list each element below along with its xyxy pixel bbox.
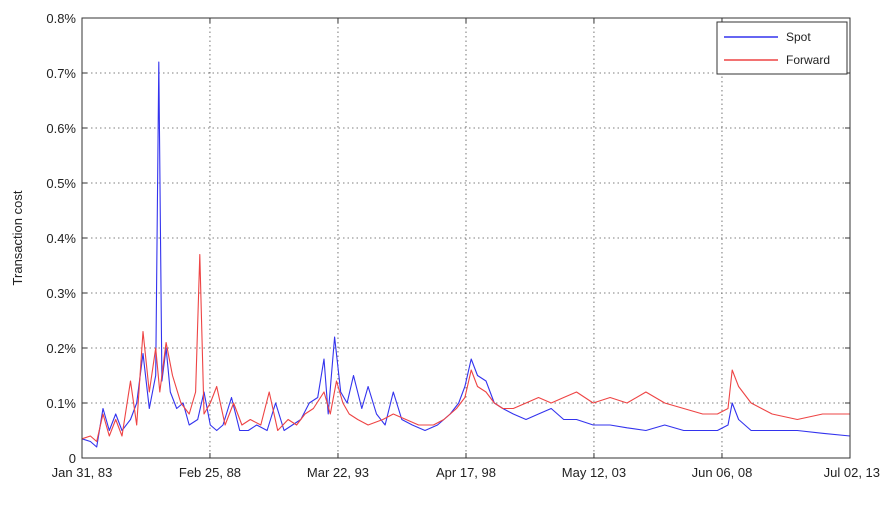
y-tick-label: 0.5% [46,176,76,191]
y-tick-label: 0.4% [46,231,76,246]
legend: Spot Forward [716,21,848,75]
series-line-forward [81,253,850,443]
series-layer [81,61,851,448]
x-tick-label: Mar 22, 93 [307,465,369,480]
x-tick-label: Jun 06, 08 [692,465,753,480]
series-line-spot [81,61,851,448]
x-tick-label: Feb 25, 88 [179,465,241,480]
y-tick-label: 0.2% [46,341,76,356]
x-tick-label: Jan 31, 83 [52,465,113,480]
y-tick-label: 0.8% [46,11,76,26]
y-tick-label: 0 [69,451,76,466]
legend-forward-label: Forward [786,53,830,67]
y-tick-label: 0.7% [46,66,76,81]
y-tick-label: 0.1% [46,396,76,411]
legend-box [716,21,848,75]
legend-spot-label: Spot [786,30,811,44]
ticks-layer: 0 0.1% 0.2% 0.3% 0.4% 0.5% 0.6% 0.7% 0.8% Jan 31,… [46,11,880,480]
y-tick-label: 0.6% [46,121,76,136]
x-tick-label: Apr 17, 98 [436,465,496,480]
x-tick-label: May 12, 03 [562,465,626,480]
x-tick-label: Jul 02, 13 [824,465,880,480]
y-tick-label: 0.3% [46,286,76,301]
y-axis-label: Transaction cost [10,190,25,285]
grid-layer [82,18,850,458]
